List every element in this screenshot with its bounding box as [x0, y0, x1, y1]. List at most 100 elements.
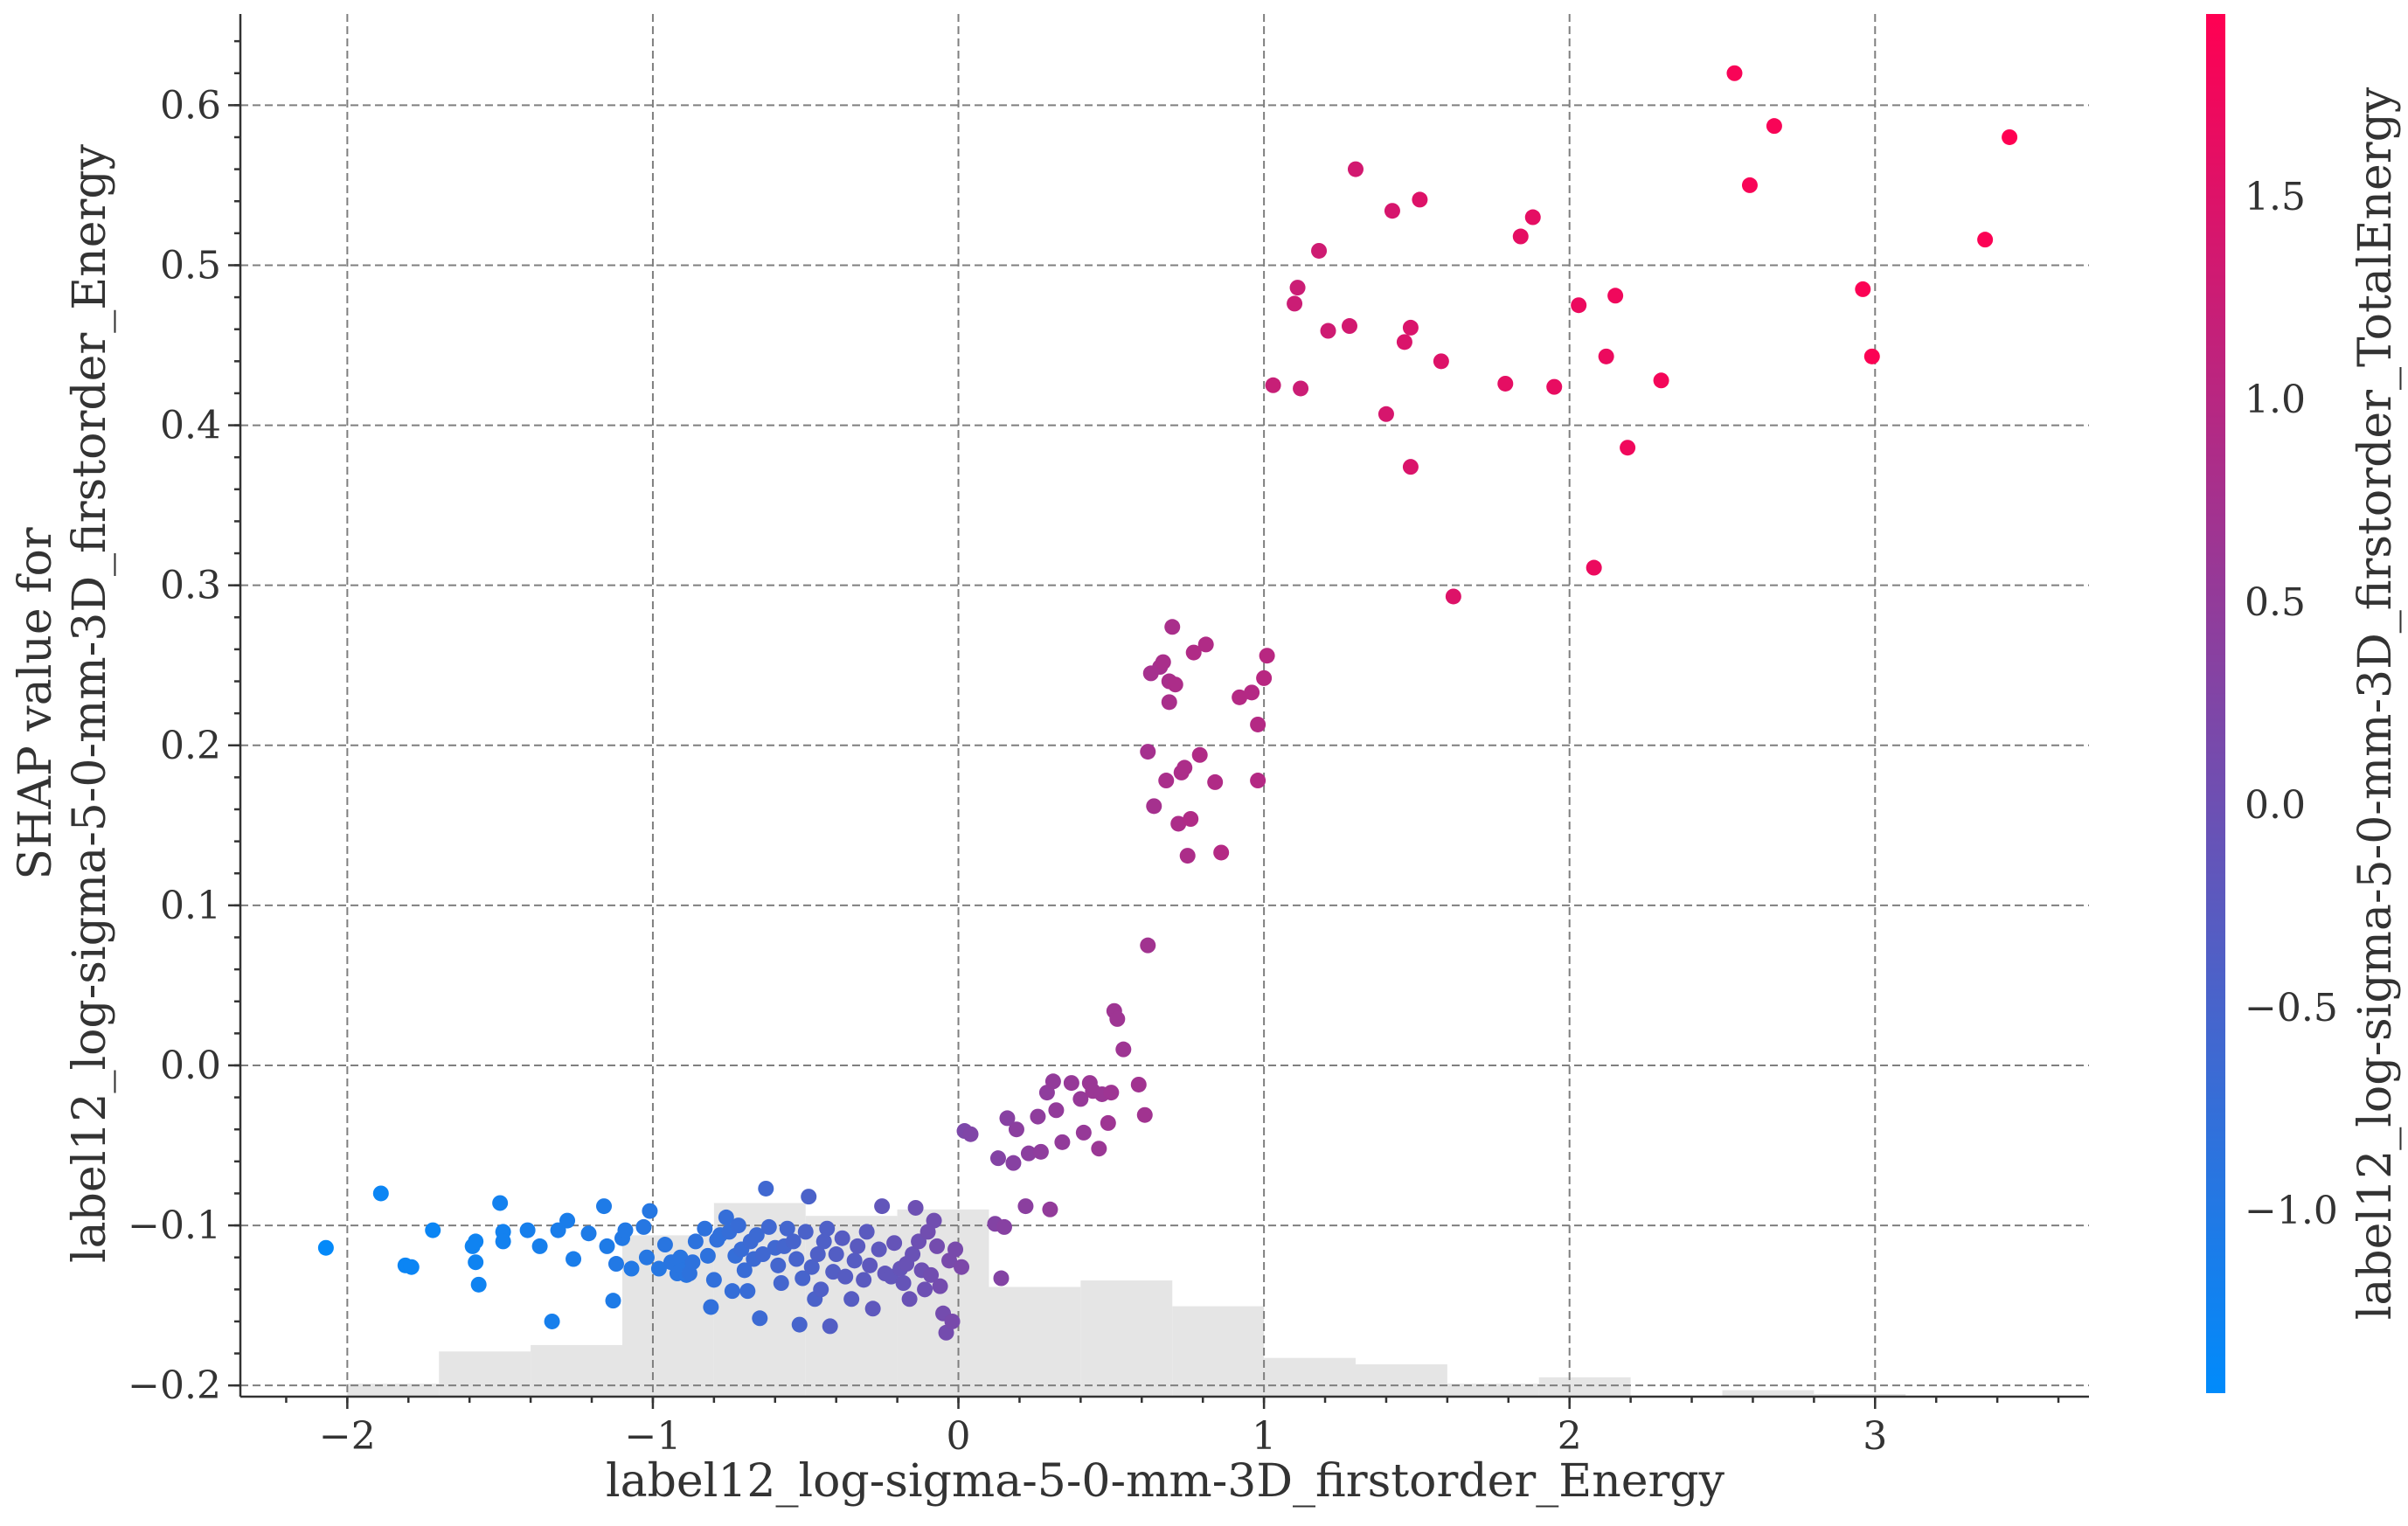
scatter-point: [795, 1270, 811, 1287]
scatter-point: [623, 1260, 640, 1277]
scatter-point: [1063, 1075, 1079, 1092]
scatter-point: [372, 1185, 389, 1202]
scatter-point: [699, 1247, 716, 1264]
scatter-point: [748, 1227, 765, 1244]
scatter-point: [874, 1198, 891, 1215]
scatter-point: [1048, 1102, 1065, 1119]
scatter-point: [944, 1313, 961, 1329]
scatter-point: [846, 1252, 863, 1269]
scatter-point: [559, 1212, 576, 1229]
y-tick-label: 0.4: [160, 404, 221, 448]
x-tick-label: −1: [625, 1414, 682, 1459]
y-tick-label: 0.3: [160, 564, 221, 608]
scatter-point: [788, 1251, 805, 1267]
scatter-point: [531, 1238, 548, 1254]
scatter-point: [1146, 798, 1162, 815]
colorbar-tick-label: −1.0: [2245, 1189, 2338, 1233]
scatter-point: [1607, 288, 1624, 304]
scatter-point: [1213, 844, 1230, 861]
histogram-bar: [531, 1344, 622, 1397]
scatter-point: [1546, 378, 1563, 395]
scatter-point: [815, 1233, 832, 1250]
scatter-point: [822, 1318, 838, 1335]
histogram-bar: [439, 1351, 531, 1397]
scatter-point: [989, 1150, 1006, 1167]
histogram-bar: [1447, 1384, 1539, 1397]
scatter-point: [1620, 440, 1636, 456]
scatter-point: [1008, 1121, 1024, 1138]
scatter-point: [1320, 323, 1336, 339]
scatter-point: [1207, 773, 1224, 790]
scatter-point: [1289, 280, 1306, 296]
scatter-point: [492, 1195, 509, 1211]
scatter-point: [1293, 380, 1309, 397]
colorbar-tick-label: 0.0: [2245, 783, 2306, 828]
histogram-bar: [1264, 1357, 1356, 1397]
scatter-point: [1524, 209, 1541, 225]
scatter-point: [687, 1233, 704, 1250]
scatter-point: [929, 1238, 946, 1254]
scatter-point: [1512, 228, 1529, 245]
scatter-point: [825, 1264, 842, 1280]
scatter-point: [1586, 559, 1602, 576]
scatter-point: [605, 1293, 621, 1309]
scatter-point: [837, 1268, 854, 1285]
histogram-bar: [1538, 1377, 1631, 1397]
scatter-point: [672, 1249, 689, 1266]
scatter-point: [932, 1278, 948, 1294]
histogram-bar: [989, 1287, 1081, 1397]
colorbar-tick-label: 1.5: [2245, 175, 2306, 219]
scatter-point: [1232, 689, 1248, 705]
scatter-point: [1130, 1076, 1147, 1092]
scatter-point: [684, 1254, 701, 1271]
scatter-point: [856, 1272, 872, 1288]
scatter-point: [1342, 318, 1357, 335]
colorbar: −1.0 −0.5 0.0 0.5 1.0 1.5: [2206, 14, 2338, 1393]
scatter-points: [317, 65, 2018, 1341]
scatter-point: [724, 1283, 740, 1300]
x-tick-label: 2: [1558, 1414, 1582, 1459]
scatter-point: [736, 1262, 753, 1279]
scatter-point: [901, 1291, 918, 1308]
scatter-point: [1072, 1091, 1089, 1107]
scatter-point: [1855, 281, 1871, 297]
scatter-point: [718, 1209, 734, 1225]
scatter-point: [791, 1316, 808, 1333]
y-tick-label: 0.1: [160, 884, 221, 928]
scatter-point: [947, 1241, 964, 1258]
scatter-point: [468, 1254, 484, 1271]
scatter-point: [638, 1249, 655, 1266]
scatter-point: [1726, 65, 1743, 81]
scatter-point: [1091, 1141, 1107, 1157]
scatter-point: [843, 1291, 860, 1308]
scatter-point: [773, 1274, 789, 1291]
scatter-point: [1054, 1134, 1071, 1150]
scatter-point: [1032, 1143, 1049, 1160]
scatter-point: [1741, 177, 1758, 193]
scatter-point: [599, 1238, 615, 1254]
y-axis-title-line: label12_log-sigma-5-0-mm-3D_firstorder_E…: [64, 143, 116, 1263]
scatter-point: [1653, 372, 1669, 389]
scatter-point: [1433, 353, 1449, 370]
scatter-point: [1497, 375, 1514, 392]
scatter-point: [760, 1218, 777, 1235]
x-tick-label: 1: [1252, 1414, 1276, 1459]
scatter-point: [1136, 1106, 1153, 1123]
scatter-point: [1179, 848, 1196, 864]
scatter-point: [470, 1276, 487, 1293]
scatter-point: [1384, 203, 1400, 219]
scatter-point: [828, 1246, 844, 1263]
scatter-point: [1396, 334, 1412, 350]
colorbar-tick-label: −0.5: [2245, 986, 2338, 1030]
colorbar-tick-label: 0.5: [2245, 580, 2306, 625]
histogram-bar: [347, 1384, 440, 1397]
scatter-point: [580, 1225, 597, 1242]
histogram-bar: [1172, 1306, 1265, 1397]
scatter-point: [923, 1266, 940, 1283]
scatter-point: [895, 1274, 912, 1291]
y-tick-label: 0.0: [160, 1044, 221, 1088]
scatter-point: [803, 1259, 820, 1275]
scatter-point: [1185, 644, 1202, 661]
